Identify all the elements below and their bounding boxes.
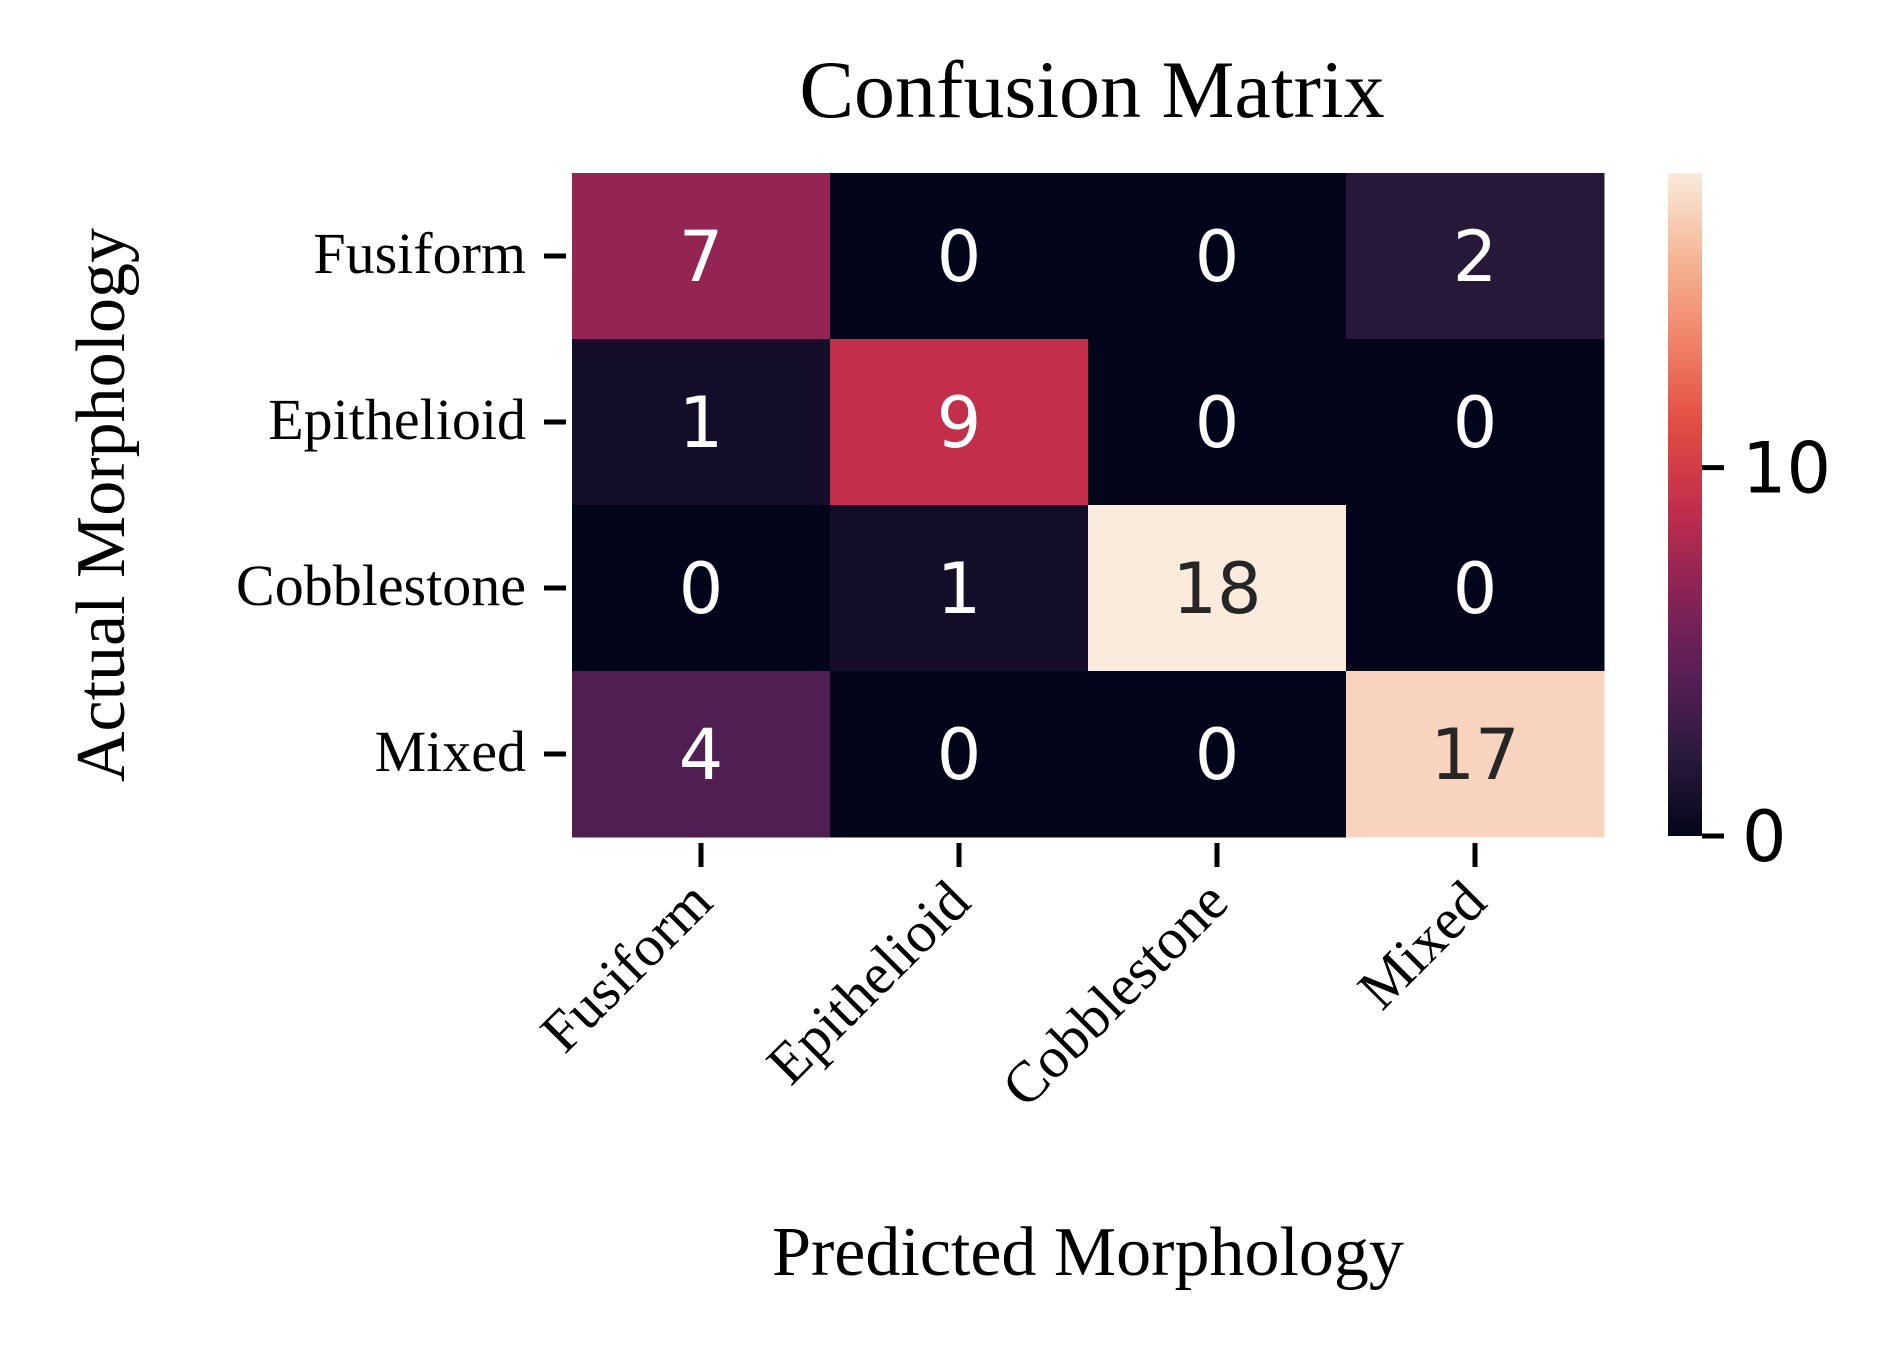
colorbar-ticks: 0 10	[1702, 428, 1831, 878]
x-tick-label: Mixed	[1345, 868, 1498, 1021]
x-axis-label: Predicted Morphology	[772, 1214, 1404, 1291]
colorbar-tick-label: 0	[1742, 796, 1787, 878]
y-axis-label: Actual Morphology	[63, 228, 140, 782]
heatmap-cell	[830, 505, 1089, 672]
x-tick-label: Fusiform	[528, 868, 724, 1064]
heatmap-cell	[1088, 505, 1347, 672]
heatmap-cell-value: 9	[937, 382, 982, 464]
y-tick-label: Epithelioid	[268, 387, 526, 452]
heatmap-cell-labels: 7 0 0 2 1 9 0 0 0 1 18 0 4 0 0 17	[679, 216, 1520, 796]
heatmap-cell-value: 0	[1195, 216, 1240, 298]
heatmap-cell-value: 4	[679, 714, 724, 796]
heatmap-cell-value: 0	[1453, 548, 1498, 630]
heatmap-cell-value: 1	[679, 382, 724, 464]
heatmap-cell	[572, 173, 831, 340]
y-axis: Fusiform Epithelioid Cobblestone Mixed	[236, 221, 566, 784]
heatmap-cell-value: 0	[1195, 714, 1240, 796]
heatmap-cell	[1088, 173, 1347, 340]
heatmap-cell	[830, 173, 1089, 340]
heatmap-cell	[1088, 671, 1347, 838]
heatmap-cell	[830, 671, 1089, 838]
x-tick-label: Epithelioid	[754, 868, 982, 1096]
heatmap-cell-value: 2	[1453, 216, 1498, 298]
heatmap-cell	[1346, 173, 1605, 340]
y-tick-label: Mixed	[375, 719, 526, 784]
chart-title: Confusion Matrix	[799, 44, 1384, 135]
y-tick-label: Fusiform	[313, 221, 526, 286]
heatmap-cells	[572, 173, 1605, 838]
heatmap-cell-value: 17	[1430, 714, 1519, 796]
heatmap-cell	[1346, 339, 1605, 506]
heatmap-cell-value: 18	[1172, 548, 1261, 630]
heatmap-cell-value: 0	[679, 548, 724, 630]
y-tick-label: Cobblestone	[236, 553, 526, 618]
heatmap-cell-value: 7	[679, 216, 724, 298]
heatmap-cell-value: 0	[1453, 382, 1498, 464]
heatmap-cell	[1346, 505, 1605, 672]
heatmap-cell	[572, 671, 831, 838]
heatmap-cell	[1346, 671, 1605, 838]
heatmap-cell-value: 0	[1195, 382, 1240, 464]
heatmap-cell-value: 0	[937, 216, 982, 298]
heatmap-cell	[830, 339, 1089, 506]
heatmap-cell	[572, 505, 831, 672]
x-tick-label: Cobblestone	[989, 868, 1240, 1119]
colorbar	[1668, 173, 1702, 836]
x-axis: Fusiform Epithelioid Cobblestone Mixed	[528, 843, 1498, 1119]
heatmap-cell	[1088, 339, 1347, 506]
heatmap-cell-value: 1	[937, 548, 982, 630]
heatmap-cell-value: 0	[937, 714, 982, 796]
colorbar-tick-label: 10	[1742, 428, 1831, 510]
heatmap-cell	[572, 339, 831, 506]
